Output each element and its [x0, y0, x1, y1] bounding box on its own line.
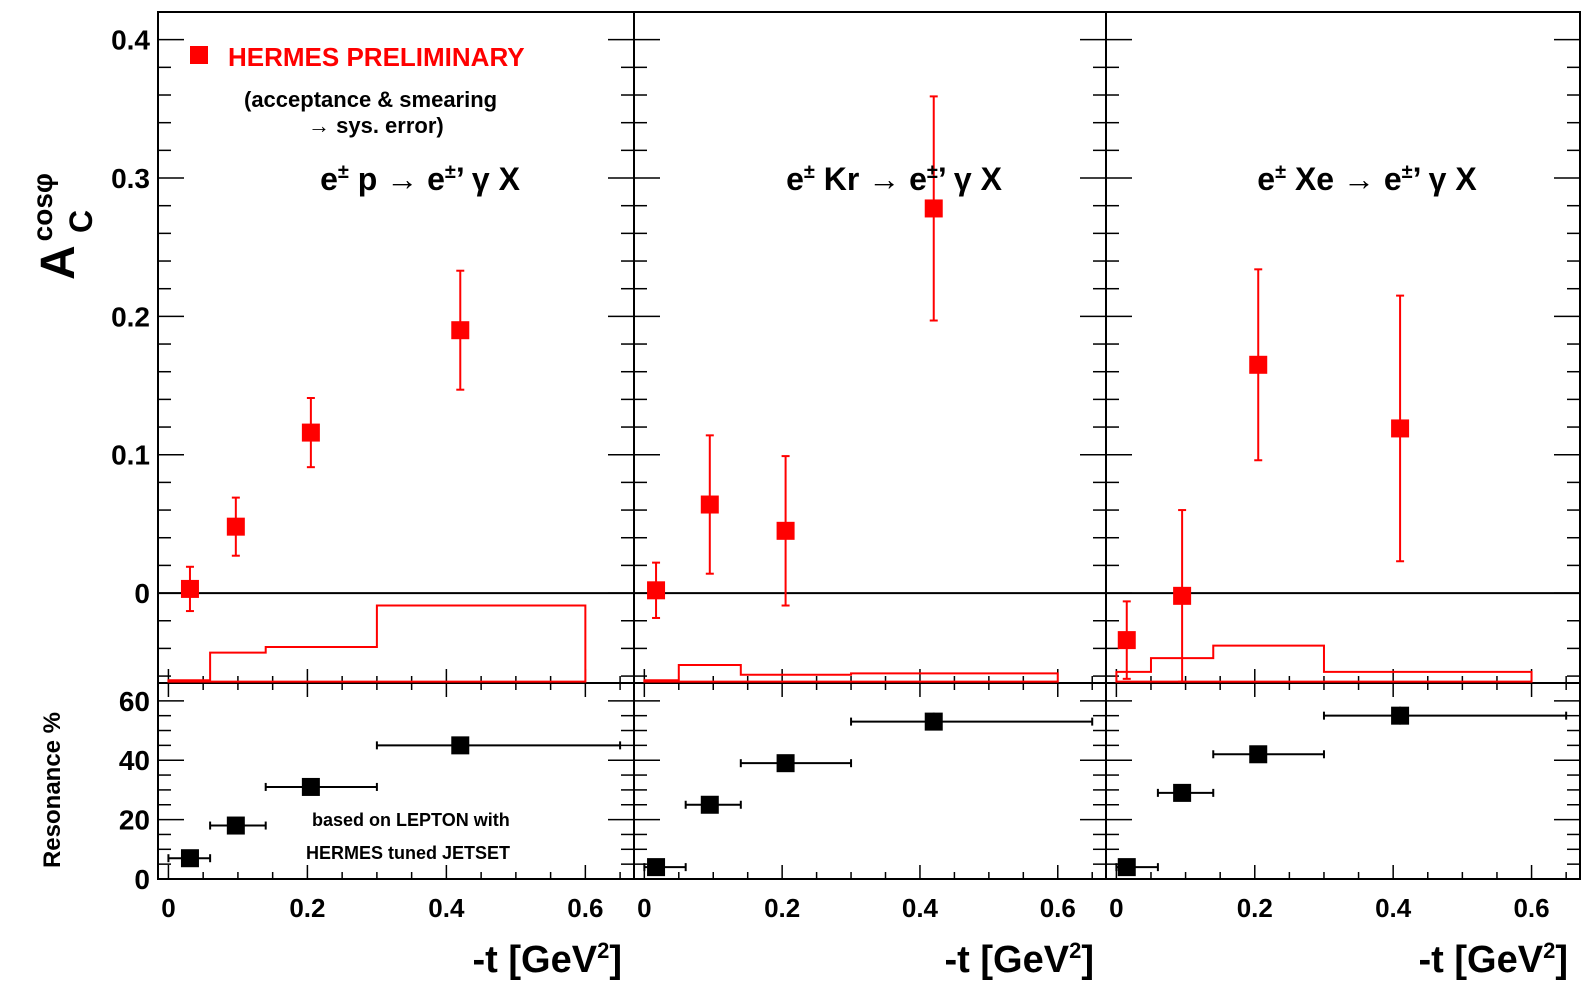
reaction-label: e± Xe → e±’ γ X [1257, 161, 1477, 197]
x-axis-label-part: -t [GeV [473, 939, 598, 981]
x-tick-label: 0 [161, 893, 175, 923]
res-y-tick-label: 0 [134, 864, 150, 895]
y-axis-label-text: Acosφ C [27, 173, 99, 280]
panel-frame-top [633, 11, 1107, 684]
x-axis-label: -t [GeV2] [473, 938, 622, 981]
x-tick-label: 0.4 [902, 893, 939, 923]
x-axis-label-part: -t [GeV [945, 939, 1070, 981]
x-tick-label: 0.2 [1237, 893, 1273, 923]
resonance-point [647, 858, 666, 877]
resonance-point [776, 754, 795, 773]
data-point [451, 321, 470, 340]
reaction-label-part: ’ γ X [1413, 161, 1478, 197]
data-point [647, 581, 666, 600]
y-axis-label-part: C [63, 210, 99, 233]
reaction-label: e± Kr → e±’ γ X [786, 161, 1003, 197]
y-tick-label: 0.3 [111, 163, 150, 194]
x-tick-label: 0.6 [567, 893, 603, 923]
reaction-label-part: ± [804, 161, 815, 183]
x-tick-label: 0.6 [1513, 893, 1549, 923]
reaction-label-part: ± [1275, 161, 1286, 183]
panel-frame-top [1105, 11, 1581, 684]
x-axis-label-part: ] [1081, 939, 1094, 981]
x-tick-label: 0 [637, 893, 651, 923]
y-tick-label: 0.4 [111, 25, 150, 56]
legend-note-2: → sys. error) [308, 113, 444, 138]
data-point [1249, 355, 1268, 374]
data-point [226, 517, 245, 536]
x-axis-label-part: ] [609, 939, 622, 981]
reaction-label: e± p → e±’ γ X [320, 161, 520, 197]
legend-note-1: (acceptance & smearing [244, 87, 497, 112]
resonance-note-2: HERMES tuned JETSET [306, 843, 510, 863]
y-tick-label: 0 [134, 578, 150, 609]
x-tick-label: 0.2 [764, 893, 800, 923]
res-y-tick-label: 40 [119, 745, 150, 776]
legend-marker [190, 46, 208, 64]
reaction-label-part: ± [1402, 161, 1413, 183]
reaction-label-part: ± [445, 161, 456, 183]
reaction-label-part: ’ γ X [456, 161, 521, 197]
reaction-label-part: ’ γ X [938, 161, 1003, 197]
resonance-point [1249, 745, 1268, 764]
resonance-axis-label: Resonance % [39, 712, 66, 868]
x-axis-label-part: 2 [1069, 938, 1081, 963]
resonance-point [1391, 706, 1410, 725]
resonance-point [1173, 783, 1192, 802]
resonance-point [924, 712, 943, 731]
reaction-label-part: ± [927, 161, 938, 183]
y-axis-label: Acosφ C [27, 173, 99, 280]
data-point [776, 521, 795, 540]
resonance-point [700, 795, 719, 814]
x-axis-label-part: 2 [1543, 938, 1555, 963]
x-tick-label: 0.6 [1040, 893, 1076, 923]
data-point [1391, 419, 1410, 438]
systematic-error-band [643, 664, 1059, 683]
res-y-tick-label: 20 [119, 805, 150, 836]
x-tick-label: 0.4 [1375, 893, 1412, 923]
reaction-label-part: ± [338, 161, 349, 183]
data-point [924, 199, 943, 218]
reaction-label-part: Xe → e [1286, 161, 1402, 197]
systematic-error-band [1115, 644, 1533, 683]
x-axis-label: -t [GeV2] [945, 938, 1094, 981]
x-axis-label-part: ] [1555, 939, 1568, 981]
resonance-point [226, 816, 245, 835]
x-tick-label: 0.2 [289, 893, 325, 923]
systematic-error-band [167, 604, 587, 683]
resonance-note-1: based on LEPTON with [312, 810, 510, 830]
y-tick-label: 0.1 [111, 440, 150, 471]
data-point [1173, 586, 1192, 605]
reaction-label-part: e [786, 161, 804, 197]
x-tick-label: 0 [1109, 893, 1123, 923]
x-axis-label-part: 2 [597, 938, 609, 963]
panel-frame-bottom [1105, 682, 1581, 880]
x-tick-label: 0.4 [428, 893, 465, 923]
y-axis-label-part: A [32, 245, 85, 280]
legend-note-2-part: → sys. error) [308, 113, 444, 138]
reaction-label-part: e [320, 161, 338, 197]
data-point [700, 495, 719, 514]
data-point [1117, 631, 1136, 650]
panel-frame-bottom [633, 682, 1107, 880]
data-point [180, 579, 199, 598]
reaction-label-part: p → e [349, 161, 445, 197]
legend-label: HERMES PRELIMINARY [228, 42, 525, 72]
data-point [301, 423, 320, 442]
y-axis-label-part: cosφ [27, 173, 58, 241]
resonance-point [301, 777, 320, 796]
y-tick-label: 0.2 [111, 301, 150, 332]
x-axis-label: -t [GeV2] [1419, 938, 1568, 981]
reaction-label-part: Kr → e [815, 161, 927, 197]
x-axis-label-part: -t [GeV [1419, 939, 1544, 981]
resonance-point [180, 849, 199, 868]
res-y-tick-label: 60 [119, 686, 150, 717]
resonance-point [451, 736, 470, 755]
reaction-label-part: e [1257, 161, 1275, 197]
resonance-point [1117, 858, 1136, 877]
